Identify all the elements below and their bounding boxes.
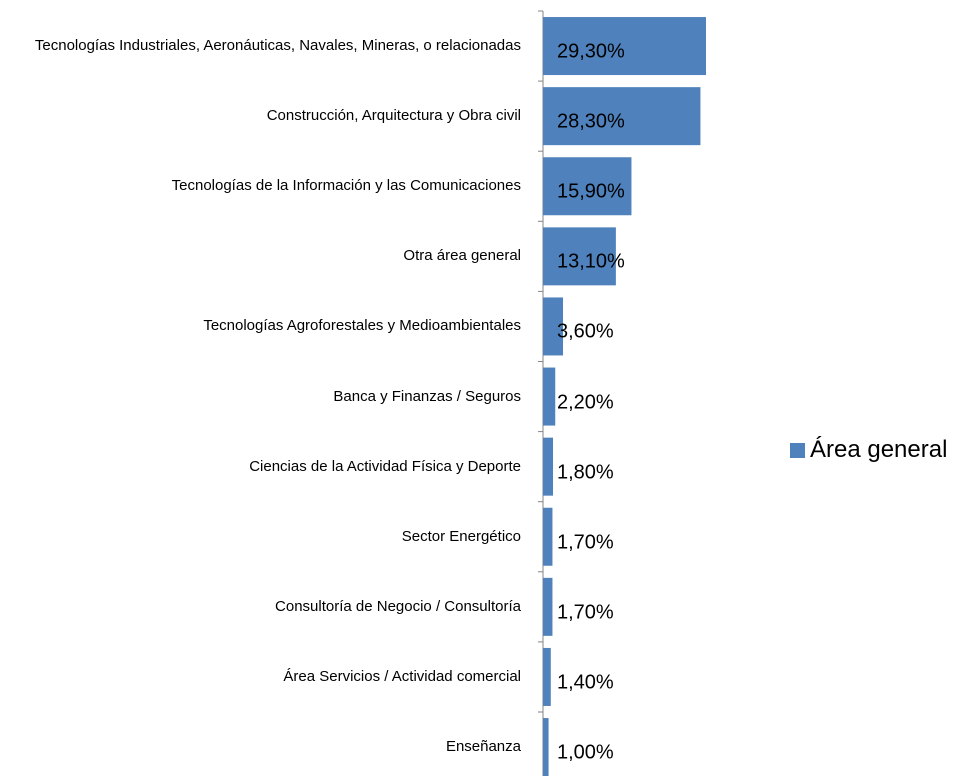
- bar: [543, 87, 701, 146]
- bar: [543, 297, 564, 356]
- bar: [543, 718, 549, 776]
- bar: [543, 227, 616, 286]
- category-label: Ciencias de la Actividad Física y Deport…: [249, 457, 521, 475]
- category-label: Tecnologías Industriales, Aeronáuticas, …: [34, 37, 521, 55]
- value-label: 13,10%: [557, 250, 625, 273]
- bar: [543, 437, 554, 496]
- category-label: Enseñanza: [445, 738, 521, 756]
- category-label: Sector Energético: [401, 527, 521, 545]
- value-label: 1,70%: [557, 531, 614, 554]
- category-label: Tecnologías de la Información y las Comu…: [171, 177, 521, 195]
- category-label: Área Servicios / Actividad comercial: [283, 667, 521, 685]
- category-label: Banca y Finanzas / Seguros: [333, 387, 521, 405]
- value-label: 2,20%: [557, 391, 614, 414]
- value-label: 29,30%: [557, 40, 625, 63]
- bar: [543, 157, 632, 216]
- bar: [543, 507, 553, 566]
- value-label: 1,80%: [557, 461, 614, 484]
- bar: [543, 647, 551, 706]
- bar: [543, 577, 553, 636]
- category-label: Tecnologías Agroforestales y Medioambien…: [203, 317, 521, 335]
- value-label: 1,70%: [557, 601, 614, 624]
- value-label: 1,40%: [557, 671, 614, 694]
- bar: [543, 17, 706, 76]
- category-label: Otra área general: [403, 247, 521, 265]
- legend-label: Área general: [810, 436, 948, 463]
- legend-swatch: [790, 442, 805, 458]
- value-label: 15,90%: [557, 180, 625, 203]
- value-label: 3,60%: [557, 320, 614, 343]
- category-label: Consultoría de Negocio / Consultoría: [275, 597, 521, 615]
- value-label: 28,30%: [557, 110, 625, 133]
- bar: [543, 367, 556, 426]
- value-label: 1,00%: [557, 741, 614, 764]
- category-label: Construcción, Arquitectura y Obra civil: [266, 107, 521, 125]
- legend: Área general: [790, 436, 947, 464]
